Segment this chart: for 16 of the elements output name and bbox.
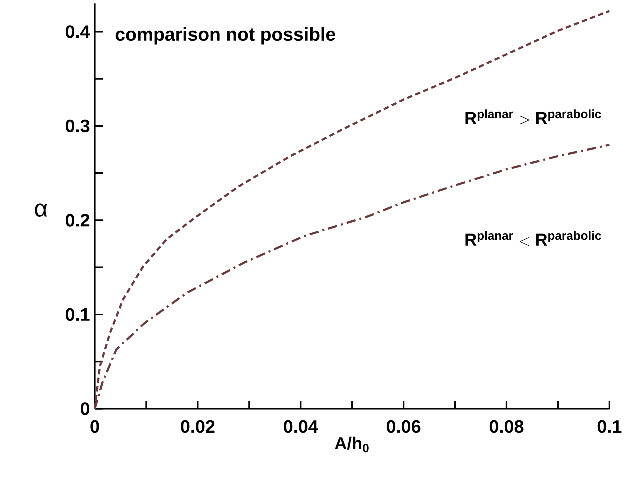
y-axis-title: α (35, 204, 48, 217)
x-tick-label: 0.1 (598, 420, 622, 434)
annotation: comparison not possible (116, 27, 336, 45)
x-tick-label: 0.04 (284, 420, 318, 434)
y-tick-label: 0.4 (66, 26, 90, 38)
y-tick-label: 0 (80, 402, 90, 416)
x-tick-label: 0.02 (181, 420, 215, 434)
y-tick-label: 0.2 (66, 214, 90, 227)
x-tick-label: 0.08 (490, 420, 524, 434)
annotation: $\mathbf{R}^{\mathbf{planar}} < \mathbf{R}^{\mathbf{parabolic}}$ (466, 231, 602, 246)
annotation: $\mathbf{R}^{\mathbf{planar}} > \mathbf{R}^{\mathbf{parabolic}}$ (466, 110, 602, 125)
x-tick-label: 0 (90, 420, 100, 434)
x-axis-title: A/h$_{0}$ (335, 436, 369, 453)
x-tick-label: 0.06 (387, 420, 421, 434)
y-tick-label: 0.1 (66, 308, 90, 322)
y-tick-label: 0.3 (66, 120, 90, 133)
